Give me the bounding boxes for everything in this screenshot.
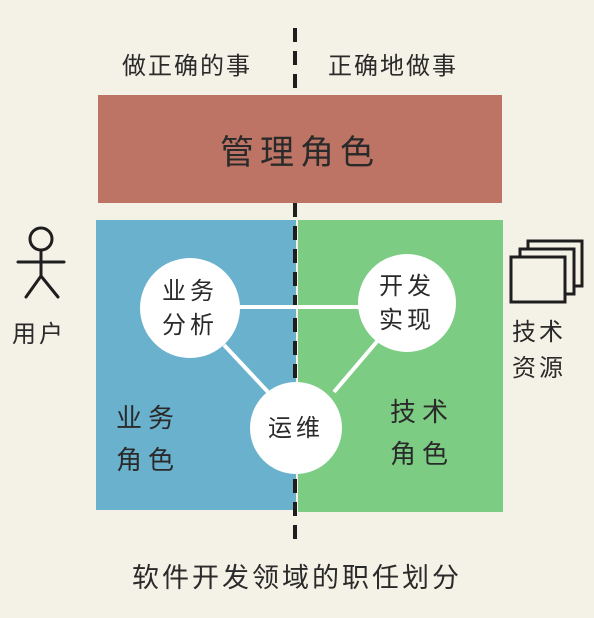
tech-resources-label: 技术 资源 [512, 314, 566, 386]
tech-role-line2: 角色 [390, 440, 455, 470]
tech-role-label: 技术 角色 [390, 392, 454, 476]
top-label-right: 正确地做事 [328, 52, 458, 80]
business-role-line2: 角色 [116, 446, 181, 476]
connector-analysis-ops [222, 343, 270, 394]
business-role-line1: 业务 [116, 404, 181, 434]
management-role-label: 管理角色 [220, 132, 380, 173]
user-stick-figure-icon [16, 226, 66, 299]
user-label: 用户 [12, 320, 66, 348]
operations-node: 运维 [250, 382, 342, 474]
top-label-left: 做正确的事 [122, 52, 252, 80]
management-role-box: 管理角色 [98, 95, 502, 203]
caption: 软件开发领域的职任划分 [132, 563, 462, 594]
operations-label: 运维 [268, 414, 324, 442]
business-analysis-line2: 分析 [162, 311, 218, 339]
dev-implementation-line2: 实现 [379, 306, 435, 334]
tech-resources-line2: 资源 [512, 354, 566, 382]
dev-implementation-line1: 开发 [379, 272, 435, 300]
business-role-label: 业务 角色 [116, 398, 180, 482]
tech-resources-line1: 技术 [512, 318, 566, 346]
tech-resources-stack-icon [509, 239, 584, 304]
business-analysis-line1: 业务 [162, 277, 218, 305]
business-analysis-node: 业务 分析 [140, 258, 240, 358]
tech-role-line1: 技术 [390, 398, 455, 428]
connector-impl-ops [332, 336, 382, 394]
dev-implementation-node: 开发 实现 [358, 254, 456, 352]
